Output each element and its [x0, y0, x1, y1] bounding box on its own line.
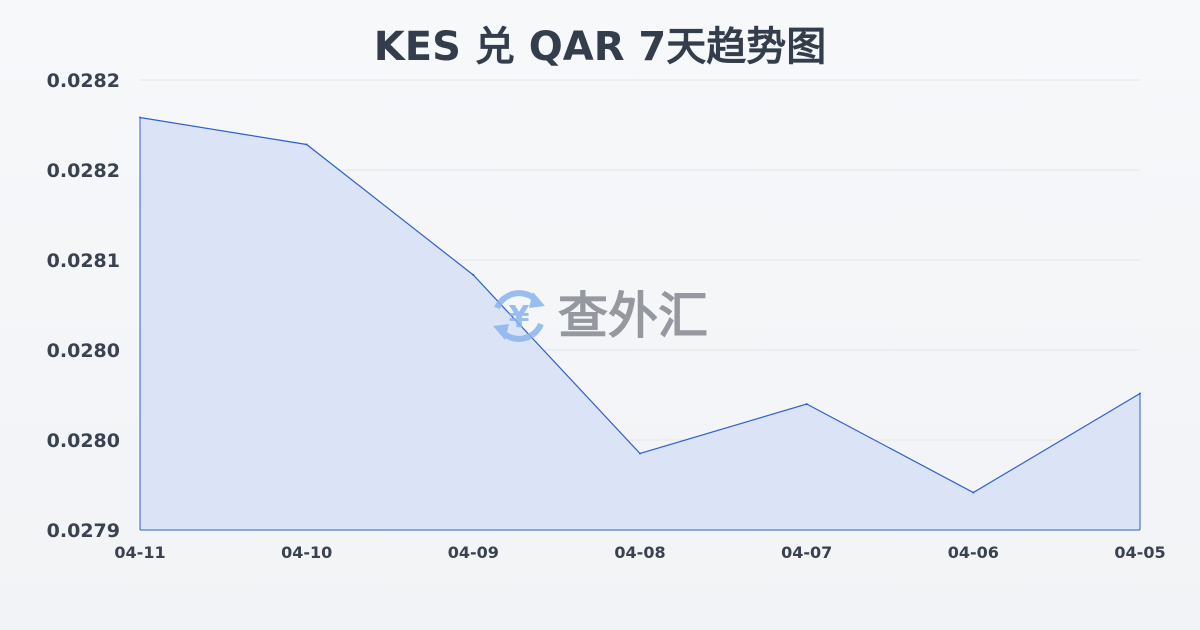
y-tick-label: 0.0282 — [47, 70, 120, 92]
y-tick-label: 0.0280 — [47, 430, 120, 452]
data-point — [139, 116, 141, 119]
data-point — [805, 403, 808, 405]
y-tick-label: 0.0279 — [47, 520, 120, 542]
x-tick-label: 04-11 — [114, 543, 165, 562]
y-tick-label: 0.0281 — [47, 250, 120, 272]
data-point — [639, 452, 641, 455]
chart-title: KES 兑 QAR 7天趋势图 — [374, 24, 827, 70]
data-point — [1139, 392, 1141, 395]
data-point — [972, 491, 975, 494]
svg-text:¥: ¥ — [509, 300, 530, 335]
x-tick-label: 04-08 — [614, 543, 665, 562]
x-tick-label: 04-06 — [948, 543, 999, 562]
area-fill — [140, 117, 1140, 530]
y-tick-label: 0.0280 — [47, 340, 120, 362]
x-tick-label: 04-05 — [1114, 543, 1165, 562]
x-tick-label: 04-09 — [448, 543, 499, 562]
data-point — [472, 274, 475, 276]
x-tick-label: 04-07 — [781, 543, 832, 562]
y-tick-label: 0.0282 — [47, 160, 120, 182]
data-point — [305, 143, 308, 146]
watermark-text: 查外汇 — [558, 287, 708, 345]
watermark: ¥ 查外汇 — [493, 287, 708, 345]
x-tick-label: 04-10 — [281, 543, 332, 562]
yen-exchange-icon: ¥ — [493, 290, 545, 342]
